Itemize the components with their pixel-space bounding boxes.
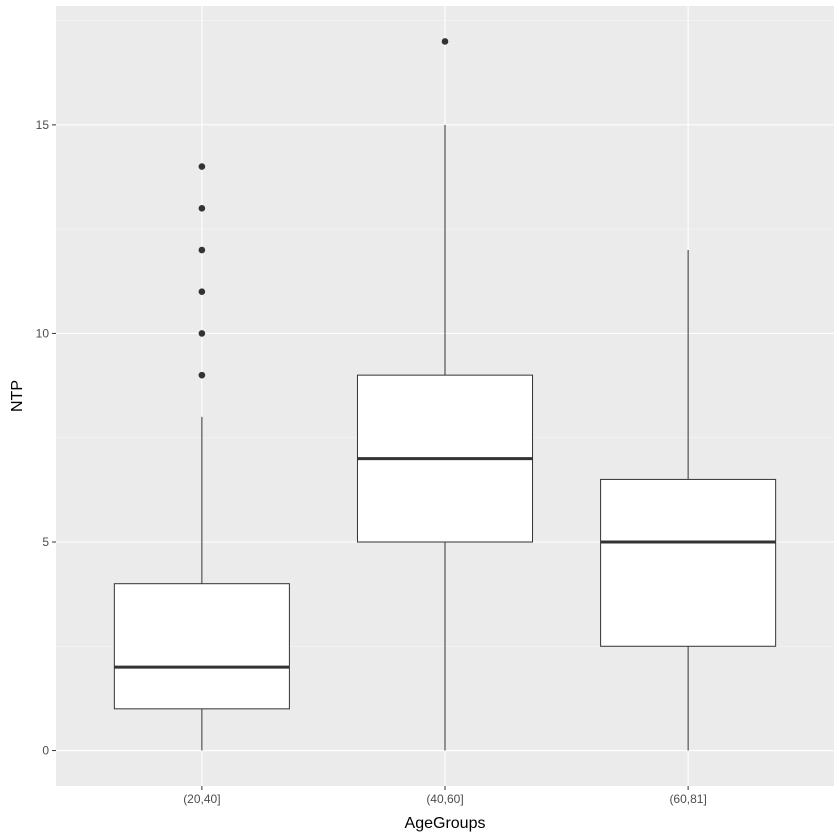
y-tick-label: 10 [36,326,50,340]
x-axis-title: AgeGroups [405,815,486,832]
outlier-point [198,246,206,254]
x-tick-label: (60,81] [669,792,706,806]
outlier-point [198,371,206,379]
y-tick-label: 0 [42,744,49,758]
box-group [113,163,290,751]
outlier-point [198,330,206,337]
outlier-point [198,204,206,212]
interquartile-box [113,583,290,710]
box-group [600,250,777,751]
box-group [356,38,534,751]
x-tick-label: (40,60] [426,792,463,806]
y-tick-label: 5 [42,535,49,549]
y-axis-title: NTP [9,380,26,412]
outlier-point [441,38,449,45]
y-tick-label: 15 [36,118,50,132]
boxplot-series [113,38,777,751]
outlier-point [198,288,206,296]
x-tick-label: (20,40] [183,792,220,806]
axes: 0 5 10 15 (20,40] (40,60] (60,81] [36,118,707,806]
outlier-point [198,163,206,170]
interquartile-box [600,478,777,647]
